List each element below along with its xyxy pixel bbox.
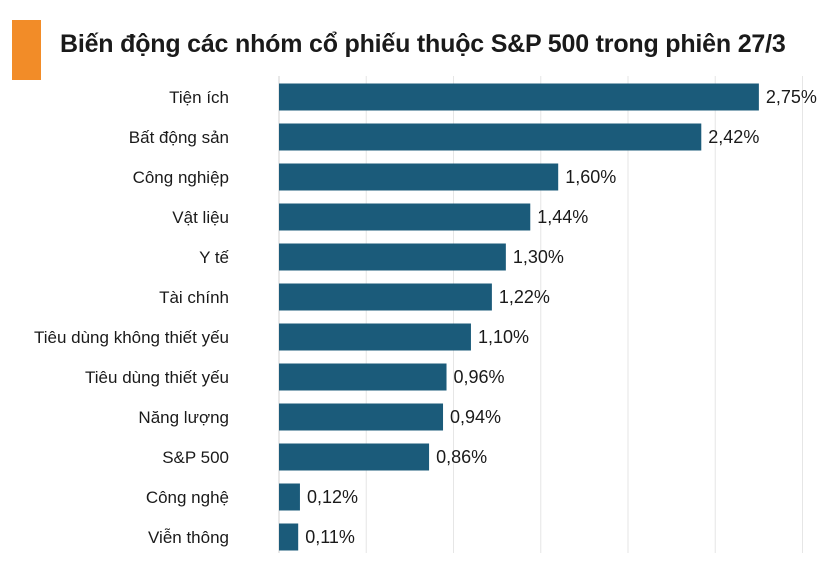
bar (279, 483, 300, 511)
bar (279, 123, 702, 151)
bar (279, 523, 299, 551)
bar (279, 323, 471, 351)
value-label: 2,42% (708, 127, 759, 147)
category-label: Bất động sản (129, 128, 229, 147)
value-label: 2,75% (766, 87, 817, 107)
value-label: 0,86% (436, 447, 487, 467)
value-label: 0,94% (450, 407, 501, 427)
value-label: 0,12% (307, 487, 358, 507)
value-label: 1,22% (499, 287, 550, 307)
category-label: Y tế (199, 248, 229, 267)
bar (279, 443, 430, 471)
bar (279, 163, 559, 191)
value-label: 0,96% (454, 367, 505, 387)
value-label: 1,10% (478, 327, 529, 347)
bar (279, 403, 444, 431)
title-accent-bar (12, 20, 41, 80)
category-label: Tiện ích (169, 88, 229, 107)
value-label: 0,11% (305, 527, 355, 547)
category-label: Tiêu dùng không thiết yếu (34, 328, 229, 347)
bar (279, 203, 531, 231)
bar (279, 243, 506, 271)
category-label: Công nghiệp (133, 168, 229, 187)
category-label: S&P 500 (162, 448, 229, 467)
bar (279, 283, 492, 311)
category-label: Tài chính (159, 288, 229, 307)
category-label: Tiêu dùng thiết yếu (85, 368, 229, 387)
value-label: 1,44% (537, 207, 588, 227)
gridlines (365, 76, 803, 553)
category-label: Vật liệu (172, 208, 229, 227)
bar (279, 83, 759, 111)
bar (279, 363, 447, 391)
category-label: Viễn thông (148, 528, 229, 547)
value-label: 1,60% (565, 167, 616, 187)
chart-title: Biến động các nhóm cổ phiếu thuộc S&P 50… (60, 30, 786, 58)
category-label: Năng lượng (138, 408, 229, 427)
category-label: Công nghệ (146, 488, 229, 507)
value-label: 1,30% (513, 247, 564, 267)
